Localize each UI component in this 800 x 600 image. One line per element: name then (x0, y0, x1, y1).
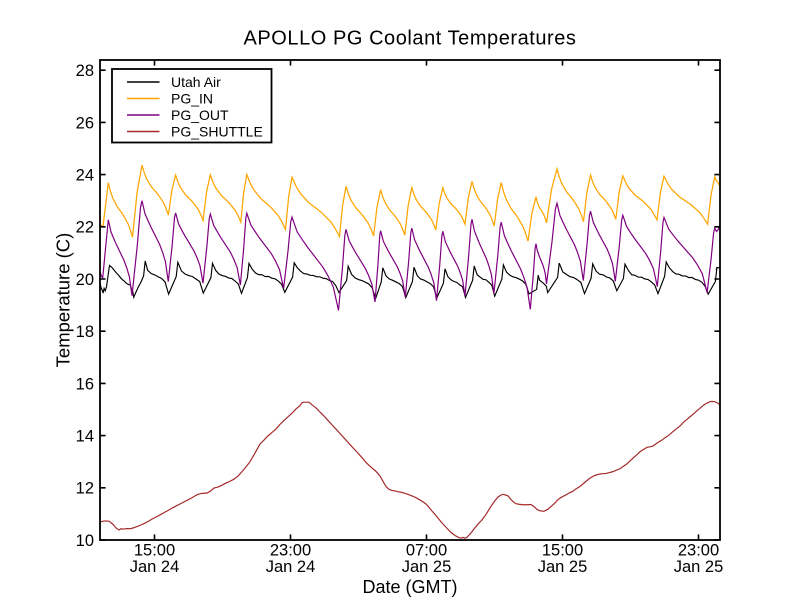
svg-text:15:00: 15:00 (134, 542, 175, 560)
svg-text:10: 10 (76, 532, 94, 550)
svg-text:20: 20 (76, 271, 94, 289)
svg-text:07:00: 07:00 (406, 542, 447, 560)
svg-text:APOLLO PG Coolant Temperatures: APOLLO PG Coolant Temperatures (244, 28, 577, 50)
svg-text:28: 28 (76, 62, 94, 80)
svg-text:12: 12 (76, 480, 94, 498)
svg-text:PG_OUT: PG_OUT (171, 107, 229, 123)
svg-text:26: 26 (76, 114, 94, 132)
svg-text:Date (GMT): Date (GMT) (362, 577, 457, 597)
svg-text:Temperature (C): Temperature (C) (53, 233, 74, 368)
svg-text:Jan 25: Jan 25 (402, 558, 452, 576)
svg-text:Jan 25: Jan 25 (538, 558, 588, 576)
svg-text:14: 14 (76, 428, 94, 446)
svg-text:18: 18 (76, 323, 94, 341)
svg-text:Jan 24: Jan 24 (266, 558, 316, 576)
svg-text:15:00: 15:00 (542, 542, 583, 560)
svg-text:24: 24 (76, 167, 94, 185)
svg-text:23:00: 23:00 (678, 542, 719, 560)
svg-text:Utah Air: Utah Air (171, 74, 221, 90)
svg-text:16: 16 (76, 375, 94, 393)
svg-text:23:00: 23:00 (270, 542, 311, 560)
svg-text:22: 22 (76, 219, 94, 237)
svg-text:PG_IN: PG_IN (171, 91, 213, 107)
svg-text:Jan 24: Jan 24 (130, 558, 180, 576)
svg-text:PG_SHUTTLE: PG_SHUTTLE (171, 124, 263, 140)
svg-text:Jan 25: Jan 25 (674, 558, 724, 576)
